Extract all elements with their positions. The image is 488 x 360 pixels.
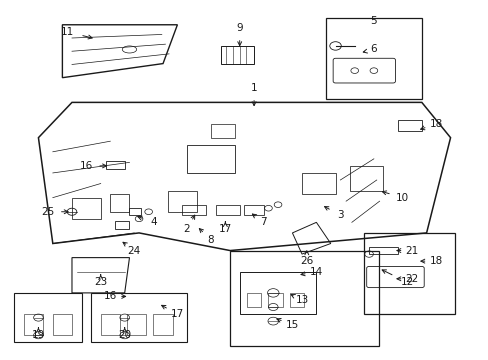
Text: 23: 23	[94, 277, 107, 287]
Text: 10: 10	[395, 193, 408, 203]
Bar	[53, 314, 72, 335]
Bar	[72, 198, 101, 219]
Bar	[244, 205, 263, 215]
Text: 21: 21	[405, 246, 418, 256]
Bar	[230, 251, 378, 346]
Text: 14: 14	[309, 267, 323, 277]
Text: 2: 2	[183, 224, 190, 234]
Text: 9: 9	[236, 23, 243, 33]
Bar	[182, 205, 206, 215]
Text: 12: 12	[400, 277, 413, 287]
Bar	[246, 293, 261, 307]
Text: 16: 16	[80, 161, 93, 171]
Bar	[153, 314, 172, 335]
Text: 19: 19	[32, 330, 45, 340]
Text: 5: 5	[370, 16, 376, 26]
Text: 26: 26	[300, 256, 313, 266]
Text: 18: 18	[428, 256, 442, 266]
Text: 11: 11	[61, 27, 74, 37]
Bar	[220, 46, 254, 64]
Text: 25: 25	[41, 207, 55, 217]
Bar	[215, 205, 239, 215]
Bar	[364, 233, 454, 314]
Bar	[101, 314, 120, 335]
Text: 6: 6	[370, 45, 376, 54]
Text: 8: 8	[207, 235, 214, 245]
Bar	[368, 247, 397, 254]
Bar	[167, 190, 196, 212]
Text: 13: 13	[295, 295, 308, 305]
Bar	[302, 173, 335, 194]
Bar	[325, 18, 421, 99]
Bar	[115, 221, 129, 229]
Text: 15: 15	[285, 320, 299, 330]
Text: 16: 16	[103, 292, 117, 301]
Bar	[127, 314, 146, 335]
Text: 17: 17	[218, 224, 231, 234]
Bar	[110, 194, 129, 212]
Bar	[105, 161, 124, 170]
Text: 20: 20	[118, 330, 131, 340]
Text: 17: 17	[170, 309, 183, 319]
Text: 22: 22	[405, 274, 418, 284]
Bar	[129, 208, 141, 215]
Bar	[210, 123, 234, 138]
Bar	[239, 272, 316, 314]
Bar	[186, 145, 234, 173]
Text: 3: 3	[336, 210, 343, 220]
Bar	[268, 293, 282, 307]
Text: 18: 18	[428, 118, 442, 129]
Bar	[349, 166, 383, 190]
Text: 1: 1	[250, 83, 257, 93]
Text: 4: 4	[150, 217, 157, 227]
Text: 24: 24	[127, 246, 141, 256]
Bar	[397, 120, 421, 131]
Bar	[289, 293, 304, 307]
Bar	[24, 314, 43, 335]
Text: 7: 7	[260, 217, 266, 227]
